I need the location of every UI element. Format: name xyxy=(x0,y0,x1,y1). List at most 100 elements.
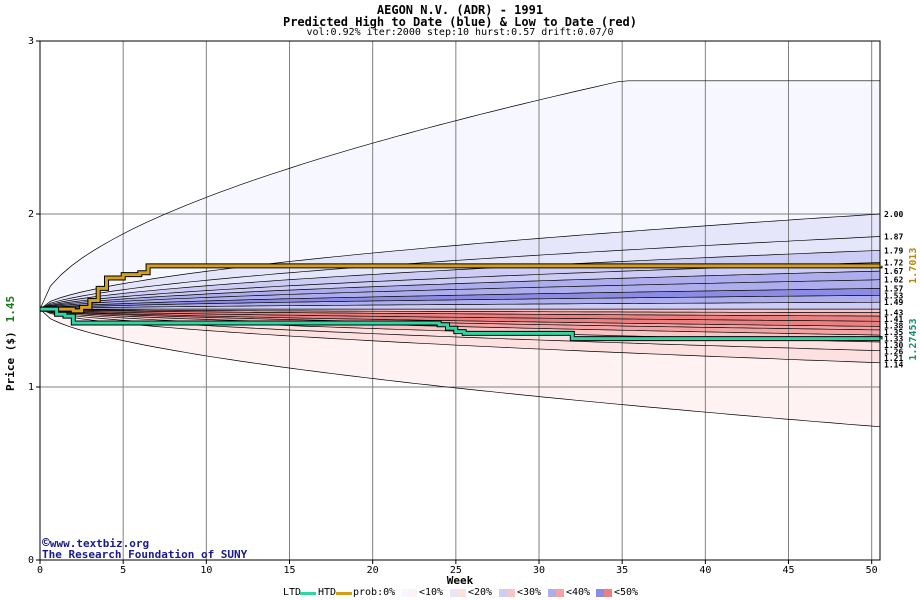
x-tick-label: 45 xyxy=(782,565,794,576)
final-value-label: 2.00 xyxy=(884,210,903,219)
band-line xyxy=(39,288,881,310)
probability-band xyxy=(40,288,880,310)
ltd-final-label: 1.27453 xyxy=(908,318,919,360)
htd-line xyxy=(40,264,882,313)
x-tick-label: 10 xyxy=(200,565,212,576)
chart-title: AEGON N.V. (ADR) - 1991 xyxy=(376,3,544,17)
probability-band xyxy=(40,309,880,363)
x-tick-label: 50 xyxy=(866,565,878,576)
watermark-url[interactable]: www.textbiz.org xyxy=(49,537,150,550)
legend-prob-item: <50% xyxy=(614,587,639,598)
y-tick-label: 0 xyxy=(28,555,34,566)
x-axis-label: Week xyxy=(447,574,474,587)
band-line xyxy=(39,308,881,322)
start-price-label: 1.45 xyxy=(4,296,17,323)
y-tick-label: 2 xyxy=(28,209,34,220)
final-value-label: 1.67 xyxy=(884,267,903,276)
chart-subtitle: Predicted High to Date (blue) & Low to D… xyxy=(282,15,637,29)
final-value-label: 1.30 xyxy=(884,341,903,350)
legend-prob-swatch xyxy=(596,589,612,597)
axes: 0 5 10 15 20 25 30 35 40 45 50 0 1 2 3 Week Price ($) 1.4… xyxy=(4,36,881,587)
final-value-label: 1.38 xyxy=(884,322,903,331)
x-tick-label: 15 xyxy=(283,565,295,576)
probability-band xyxy=(40,271,880,310)
final-value-label: 1.21 xyxy=(884,354,903,363)
x-tick-label: 35 xyxy=(616,565,628,576)
final-value-label: 1.87 xyxy=(884,232,903,241)
final-value-label: 1.35 xyxy=(884,328,903,337)
band-line xyxy=(39,249,881,310)
final-value-label: 1.33 xyxy=(884,335,903,344)
y-axis-label: Price ($) xyxy=(4,331,17,391)
probability-band xyxy=(40,309,880,313)
legend-prob-swatch xyxy=(401,589,417,597)
watermark-org: The Research Foundation of SUNY xyxy=(42,548,248,561)
band-line xyxy=(39,308,881,364)
probability-band xyxy=(40,309,880,342)
legend-prob-item: <30% xyxy=(517,587,542,598)
x-tick-label: 5 xyxy=(120,565,126,576)
series-lines xyxy=(40,263,883,342)
probability-band xyxy=(40,309,880,322)
final-value-label: 1.79 xyxy=(884,246,903,255)
legend-prob-swatch xyxy=(548,589,564,597)
x-tick-label: 20 xyxy=(367,565,379,576)
probability-band xyxy=(40,309,880,330)
probability-band xyxy=(40,80,880,310)
probability-band xyxy=(40,302,880,310)
band-line xyxy=(39,236,881,310)
value-labels: 2.00 1.87 1.79 1.721.671.621.571.531.49 1.43… xyxy=(884,210,919,370)
htd-final-label: 1.7013 xyxy=(908,248,919,284)
final-value-label: 1.49 xyxy=(884,298,903,307)
probability-band xyxy=(40,236,880,310)
legend-ltd-label: LTD xyxy=(283,587,302,598)
legend-prob-item: <40% xyxy=(566,587,591,598)
probability-band xyxy=(40,309,880,427)
band-line xyxy=(39,213,881,310)
band-line xyxy=(39,279,881,310)
legend-htd-label: HTD xyxy=(318,587,337,598)
watermark: ©www.textbiz.org xyxy=(42,536,149,551)
probability-band xyxy=(40,309,880,336)
copyright-icon: © xyxy=(42,536,50,551)
final-value-label: 1.57 xyxy=(884,284,903,293)
band-line xyxy=(39,308,881,336)
band-line xyxy=(39,270,881,310)
final-value-label: 1.72 xyxy=(884,258,903,267)
legend-htd-swatch xyxy=(336,592,352,595)
y-tick-label: 3 xyxy=(28,36,34,47)
y-tick-label: 1 xyxy=(28,382,34,393)
probability-bands xyxy=(40,80,880,427)
band-line xyxy=(39,308,881,428)
probability-band xyxy=(40,214,880,310)
probability-band xyxy=(40,309,880,327)
band-line xyxy=(39,308,881,327)
legend-prob-label: prob:0% xyxy=(353,587,396,598)
x-tick-label: 0 xyxy=(37,565,43,576)
band-line xyxy=(39,308,881,317)
probability-band xyxy=(40,279,880,310)
ltd-line xyxy=(40,307,882,341)
final-value-label: 1.14 xyxy=(884,361,903,370)
final-value-label: 1.41 xyxy=(884,315,903,324)
plot-frame xyxy=(39,40,881,561)
band-line xyxy=(39,301,881,310)
x-tick-label: 40 xyxy=(699,565,711,576)
legend-prob-swatch xyxy=(499,589,515,597)
final-value-label: 1.26 xyxy=(884,348,903,357)
final-value-label: 1.53 xyxy=(884,291,903,300)
final-value-label: 1.43 xyxy=(884,309,903,318)
band-line xyxy=(39,80,880,310)
band-line xyxy=(39,294,881,310)
legend-prob-item: <20% xyxy=(468,587,493,598)
band-line xyxy=(39,308,880,313)
legend-ltd-swatch xyxy=(300,592,316,595)
x-tick-label: 25 xyxy=(450,565,462,576)
legend-prob-item: <10% xyxy=(419,587,444,598)
final-value-label: 1.62 xyxy=(884,276,903,285)
probability-band xyxy=(40,262,880,310)
band-line xyxy=(39,308,881,331)
chart-parameters: vol:0.92% iter:2000 step:10 hurst:0.57 d… xyxy=(306,27,614,38)
x-tick-label: 30 xyxy=(533,565,545,576)
